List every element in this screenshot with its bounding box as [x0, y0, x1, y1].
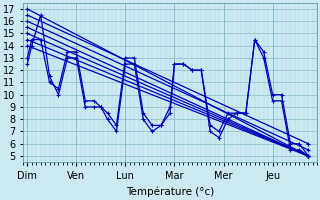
- X-axis label: Température (°c): Température (°c): [126, 187, 214, 197]
